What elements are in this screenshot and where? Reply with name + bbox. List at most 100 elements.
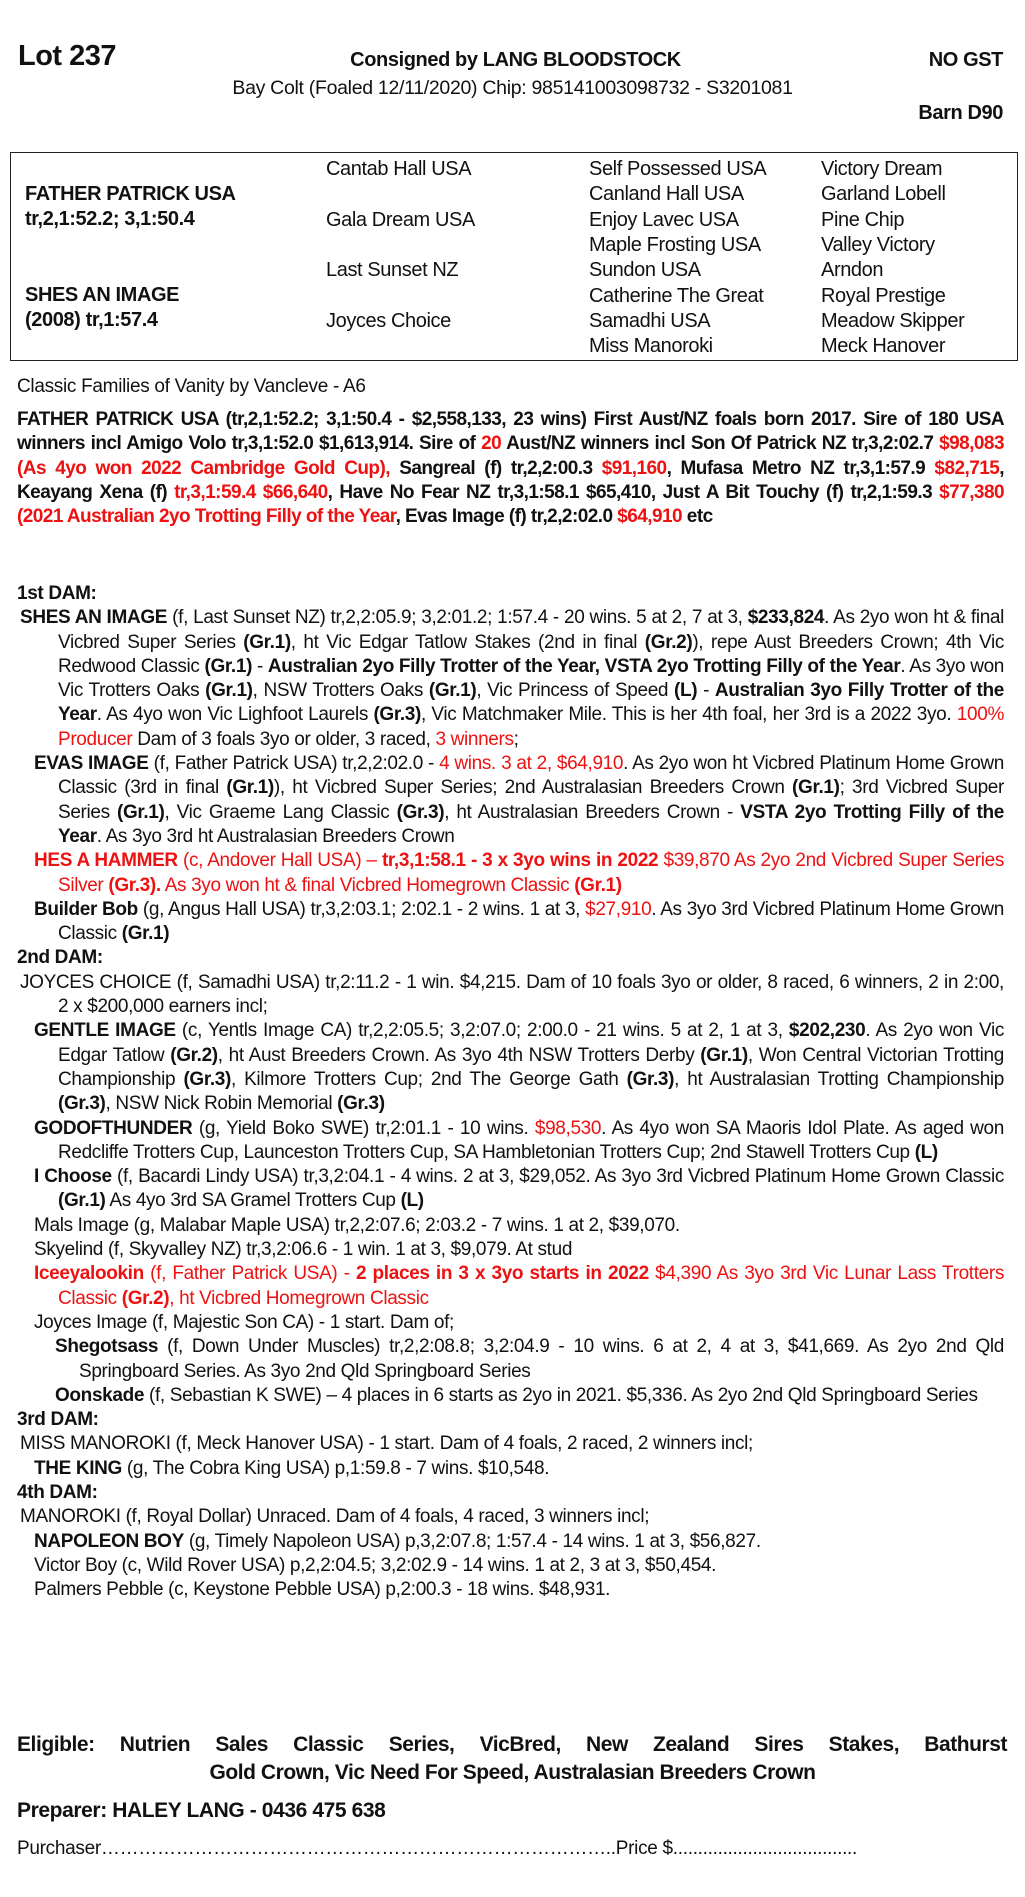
text-run: , ht Australasian Trotting Championship bbox=[674, 1068, 1004, 1090]
pedigree-ancestor: Meadow Skipper bbox=[821, 309, 965, 332]
progeny-entry: Mals Image (g, Malabar Maple USA) tr,2,2… bbox=[17, 1214, 1004, 1238]
text-run: , Vic Graeme Lang Classic bbox=[164, 801, 397, 823]
highlight-text: (f, Father Patrick USA) - bbox=[143, 1263, 357, 1285]
pedigree-ancestor: Last Sunset NZ bbox=[326, 259, 459, 282]
text-run: (Gr.1) bbox=[428, 680, 477, 702]
pedigree-ancestor: Gala Dream USA bbox=[326, 208, 475, 231]
eligibility-line: Gold Crown, Vic Need For Speed, Australa… bbox=[209, 1761, 816, 1784]
highlight-text: $4,390 As 3yo 3rd Vic Lunar Lass Trotter… bbox=[58, 1263, 1005, 1309]
dam-name: SHES AN IMAGE bbox=[25, 284, 180, 306]
text-run: (Gr.1) bbox=[58, 1190, 106, 1212]
highlight-text: 2 places in 3 x 3yo starts in 2022 bbox=[356, 1263, 649, 1285]
text-run: NAPOLEON BOY bbox=[34, 1530, 184, 1552]
text-run: Dam of 3 foals 3yo or older, 3 raced, bbox=[132, 728, 436, 750]
text-run: - bbox=[252, 655, 268, 677]
highlight-text: (Gr.3). bbox=[108, 874, 161, 896]
text-run: (g, The Cobra King USA) p,1:59.8 - 7 win… bbox=[121, 1457, 550, 1479]
text-run: (f, Last Sunset NZ) tr,2,2:05.9; 3,2:01.… bbox=[167, 607, 748, 629]
text-run: Oonskade bbox=[55, 1384, 145, 1406]
text-run: Mals Image (g, Malabar Maple USA) tr,2,2… bbox=[34, 1214, 680, 1236]
text-run: (f, Bacardi Lindy USA) tr,3,2:04.1 - 4 w… bbox=[111, 1166, 1004, 1188]
text-run: MISS MANOROKI (f, Meck Hanover USA) - 1 … bbox=[20, 1433, 753, 1455]
text-run: THE KING bbox=[34, 1457, 122, 1479]
dam-section: 3rd DAM: MISS MANOROKI (f, Meck Hanover U… bbox=[17, 1408, 1004, 1481]
text-run: (Gr.1) bbox=[243, 631, 291, 653]
text-run: . As 2yo won ht Vicbred Platinum Home Gr… bbox=[58, 753, 1005, 799]
text-run: Australian 2yo Filly Trotter of the Year… bbox=[267, 655, 901, 677]
text-run: , Have No Fear NZ tr,3,1:58.1 $65,410, J… bbox=[327, 481, 940, 503]
sire-record: tr,2,1:52.2; 3,1:50.4 bbox=[25, 208, 195, 230]
text-run: . As 3yo 3rd ht Australasian Breeders Cr… bbox=[96, 825, 455, 847]
text-run: (Gr.1) bbox=[204, 655, 253, 677]
pedigree-ancestor: Garland Lobell bbox=[821, 183, 946, 206]
preparer: Preparer: HALEY LANG - 0436 475 638 bbox=[17, 1799, 386, 1822]
text-run: (Gr.2) bbox=[644, 631, 693, 653]
highlight-text: tr,3,1:58.1 - 3 x 3yo wins in 2022 bbox=[381, 850, 659, 872]
text-run: GODOFTHUNDER bbox=[34, 1117, 193, 1139]
text-run: ), ht Vicbred Super Series; 2nd Australa… bbox=[273, 777, 793, 799]
progeny-entry: Skyelind (f, Skyvalley NZ) tr,3,2:06.6 -… bbox=[17, 1238, 1004, 1262]
highlight-text: (c, Andover Hall USA) – bbox=[177, 850, 382, 872]
text-run: (Gr.1) bbox=[226, 777, 274, 799]
text-run: , Won Central Victorian Trotting Champio… bbox=[58, 1044, 1004, 1090]
progeny-entry: NAPOLEON BOY (g, Timely Napoleon USA) p,… bbox=[17, 1530, 1004, 1554]
text-run: (f, Sebastian K SWE) – 4 places in 6 sta… bbox=[144, 1384, 978, 1406]
text-run: (g, Yield Boko SWE) tr,2:01.1 - 10 wins. bbox=[192, 1117, 535, 1139]
text-run: (f, Father Patrick USA) tr,2,2:02.0 - bbox=[148, 753, 440, 775]
consignor-text: Consigned by LANG BLOODSTOCK bbox=[350, 49, 681, 71]
dam-sections: 1st DAM: SHES AN IMAGE (f, Last Sunset NZ… bbox=[17, 582, 1004, 1602]
text-run: $233,824 bbox=[747, 607, 825, 629]
eligibility: Eligible: Nutrien Sales Classic Series, … bbox=[0, 1731, 1025, 1787]
pedigree-ancestor: Pine Chip bbox=[821, 208, 905, 231]
progeny-entry: Shegotsass (f, Down Under Muscles) tr,2,… bbox=[17, 1335, 1004, 1384]
text-run: . As 4yo won SA Maoris Idol Plate. As ag… bbox=[58, 1117, 1004, 1163]
highlight-text: 4 wins. 3 at 2, $64,910 bbox=[439, 753, 624, 775]
progeny-entry: GENTLE IMAGE (c, Yentls Image CA) tr,2,2… bbox=[17, 1019, 1004, 1116]
gst-status: NO GST bbox=[928, 49, 1004, 71]
dam-heading: 1st DAM: bbox=[17, 583, 97, 604]
progeny-entry: THE KING (g, The Cobra King USA) p,1:59.… bbox=[17, 1457, 1004, 1481]
dam-section: 4th DAM: MANOROKI (f, Royal Dollar) Unrac… bbox=[17, 1481, 1004, 1602]
highlight-text: HES A HAMMER bbox=[34, 850, 178, 872]
text-run: (Gr.3) bbox=[58, 1093, 106, 1115]
highlight-text: $39,870 As 2yo 2nd Vicbred Super Series … bbox=[58, 850, 1004, 896]
text-run: Aust/NZ winners incl Son Of Patrick NZ t… bbox=[501, 433, 940, 455]
highlight-text: $98,530 bbox=[534, 1117, 602, 1139]
pedigree-ancestor: Canland Hall USA bbox=[589, 183, 744, 206]
text-run: As 4yo 3rd SA Gramel Trotters Cup bbox=[105, 1190, 401, 1212]
purchaser-price-line: Purchaser………………………………………………………………………..Pr… bbox=[17, 1838, 858, 1859]
sire-summary: FATHER PATRICK USA (tr,2,1:52.2; 3,1:50.… bbox=[17, 408, 1005, 529]
text-run: SHES AN IMAGE bbox=[20, 607, 168, 629]
highlight-text: 100% Producer bbox=[58, 704, 1004, 750]
text-run: FATHER PATRICK USA (tr,2,1:52.2; 3,1:50.… bbox=[17, 409, 1005, 455]
progeny-entry: GODOFTHUNDER (g, Yield Boko SWE) tr,2:01… bbox=[17, 1117, 1004, 1166]
horse-description: Bay Colt (Foaled 12/11/2020) Chip: 98514… bbox=[232, 77, 793, 99]
pedigree-table: FATHER PATRICK USA tr,2,1:52.2; 3,1:50.4… bbox=[10, 152, 1018, 361]
text-run: , Kilmore Trotters Cup; 2nd The George G… bbox=[230, 1068, 627, 1090]
pedigree-ancestor: Royal Prestige bbox=[821, 284, 946, 307]
text-run: (Gr.1) bbox=[121, 923, 170, 945]
progeny-entry: EVAS IMAGE (f, Father Patrick USA) tr,2,… bbox=[17, 752, 1004, 849]
highlight-text: $77,380 (2021 Australian 2yo Trotting Fi… bbox=[17, 481, 1005, 528]
text-run: (Gr.1) bbox=[205, 680, 253, 702]
text-run: Australian 3yo Filly Trotter of the Year bbox=[58, 680, 1004, 726]
text-run: (L) bbox=[400, 1190, 425, 1212]
text-run: - bbox=[697, 680, 715, 702]
text-run: (L) bbox=[914, 1141, 939, 1163]
pedigree-ancestor: Meck Hanover bbox=[821, 335, 946, 358]
pedigree-ancestor: Samadhi USA bbox=[589, 309, 711, 332]
eligibility-line: Eligible: Nutrien Sales Classic Series, … bbox=[17, 1733, 1007, 1756]
text-run: Sangreal (f) tr,2,2:00.3 bbox=[389, 457, 602, 479]
text-run: . As 4yo won Vic Lighfoot Laurels bbox=[96, 704, 374, 726]
text-run: . As 3yo won Vic Trotters Oaks bbox=[58, 655, 1005, 702]
progeny-entry: HES A HAMMER (c, Andover Hall USA) – tr,… bbox=[17, 849, 1004, 898]
text-run: I Choose bbox=[34, 1166, 112, 1188]
dam-section: 1st DAM: SHES AN IMAGE (f, Last Sunset NZ… bbox=[17, 582, 1004, 946]
dam-heading: 2nd DAM: bbox=[17, 947, 103, 969]
barn-location: Barn D90 bbox=[918, 102, 1003, 124]
pedigree-ancestor: Catherine The Great bbox=[589, 284, 764, 307]
progeny-entry: Victor Boy (c, Wild Rover USA) p,2,2:04.… bbox=[17, 1554, 1004, 1578]
text-run: (Gr.3) bbox=[626, 1068, 675, 1090]
consignor: Consigned by LANG BLOODSTOCK bbox=[0, 49, 1025, 72]
text-run: (Gr.3) bbox=[183, 1068, 231, 1090]
